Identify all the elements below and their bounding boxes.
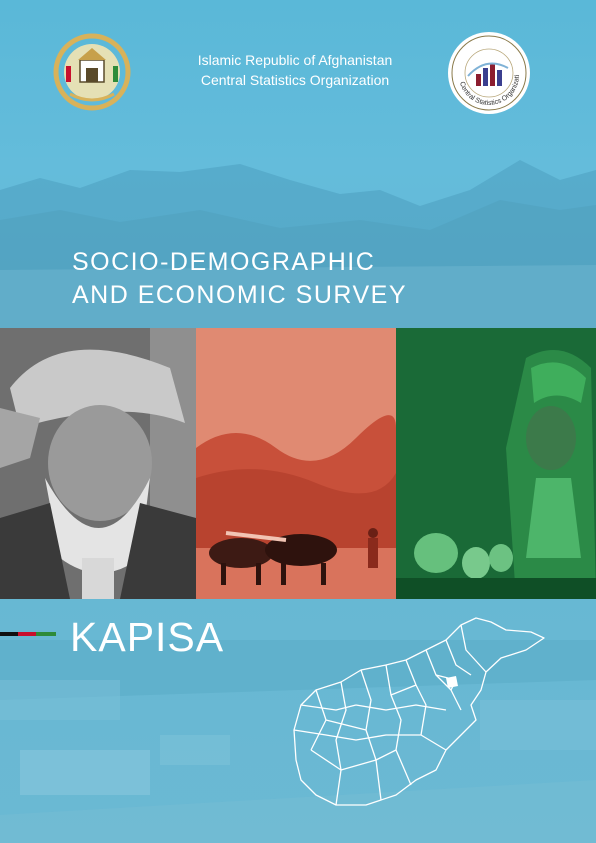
- photo-elderly-man: [0, 328, 196, 599]
- survey-title: SOCIO-DEMOGRAPHIC AND ECONOMIC SURVEY: [72, 246, 407, 312]
- afghanistan-province-map: [293, 617, 545, 806]
- flag-color-bar: [0, 632, 56, 636]
- afghanistan-emblem-icon: [53, 33, 131, 111]
- flag-green-segment: [36, 632, 56, 636]
- photo-teapot-vendor: [396, 328, 596, 599]
- province-name: KAPISA: [70, 614, 225, 660]
- kapisa-highlight: [446, 676, 458, 688]
- flag-black-segment: [0, 632, 18, 636]
- org-line-1: Islamic Republic of Afghanistan: [197, 52, 393, 68]
- cso-logo-icon: Central Statistics Organization: [446, 30, 530, 114]
- photo-oxen-plowing: [196, 328, 396, 599]
- org-line-2: Central Statistics Organization: [200, 72, 390, 88]
- town-backdrop: [0, 640, 596, 843]
- title-line-1: SOCIO-DEMOGRAPHIC: [72, 248, 376, 276]
- flag-red-segment: [18, 632, 36, 636]
- organization-name: Islamic Republic of Afghanistan Central …: [170, 50, 420, 90]
- title-line-2: AND ECONOMIC SURVEY: [72, 281, 408, 309]
- mountains-backdrop: [0, 160, 596, 330]
